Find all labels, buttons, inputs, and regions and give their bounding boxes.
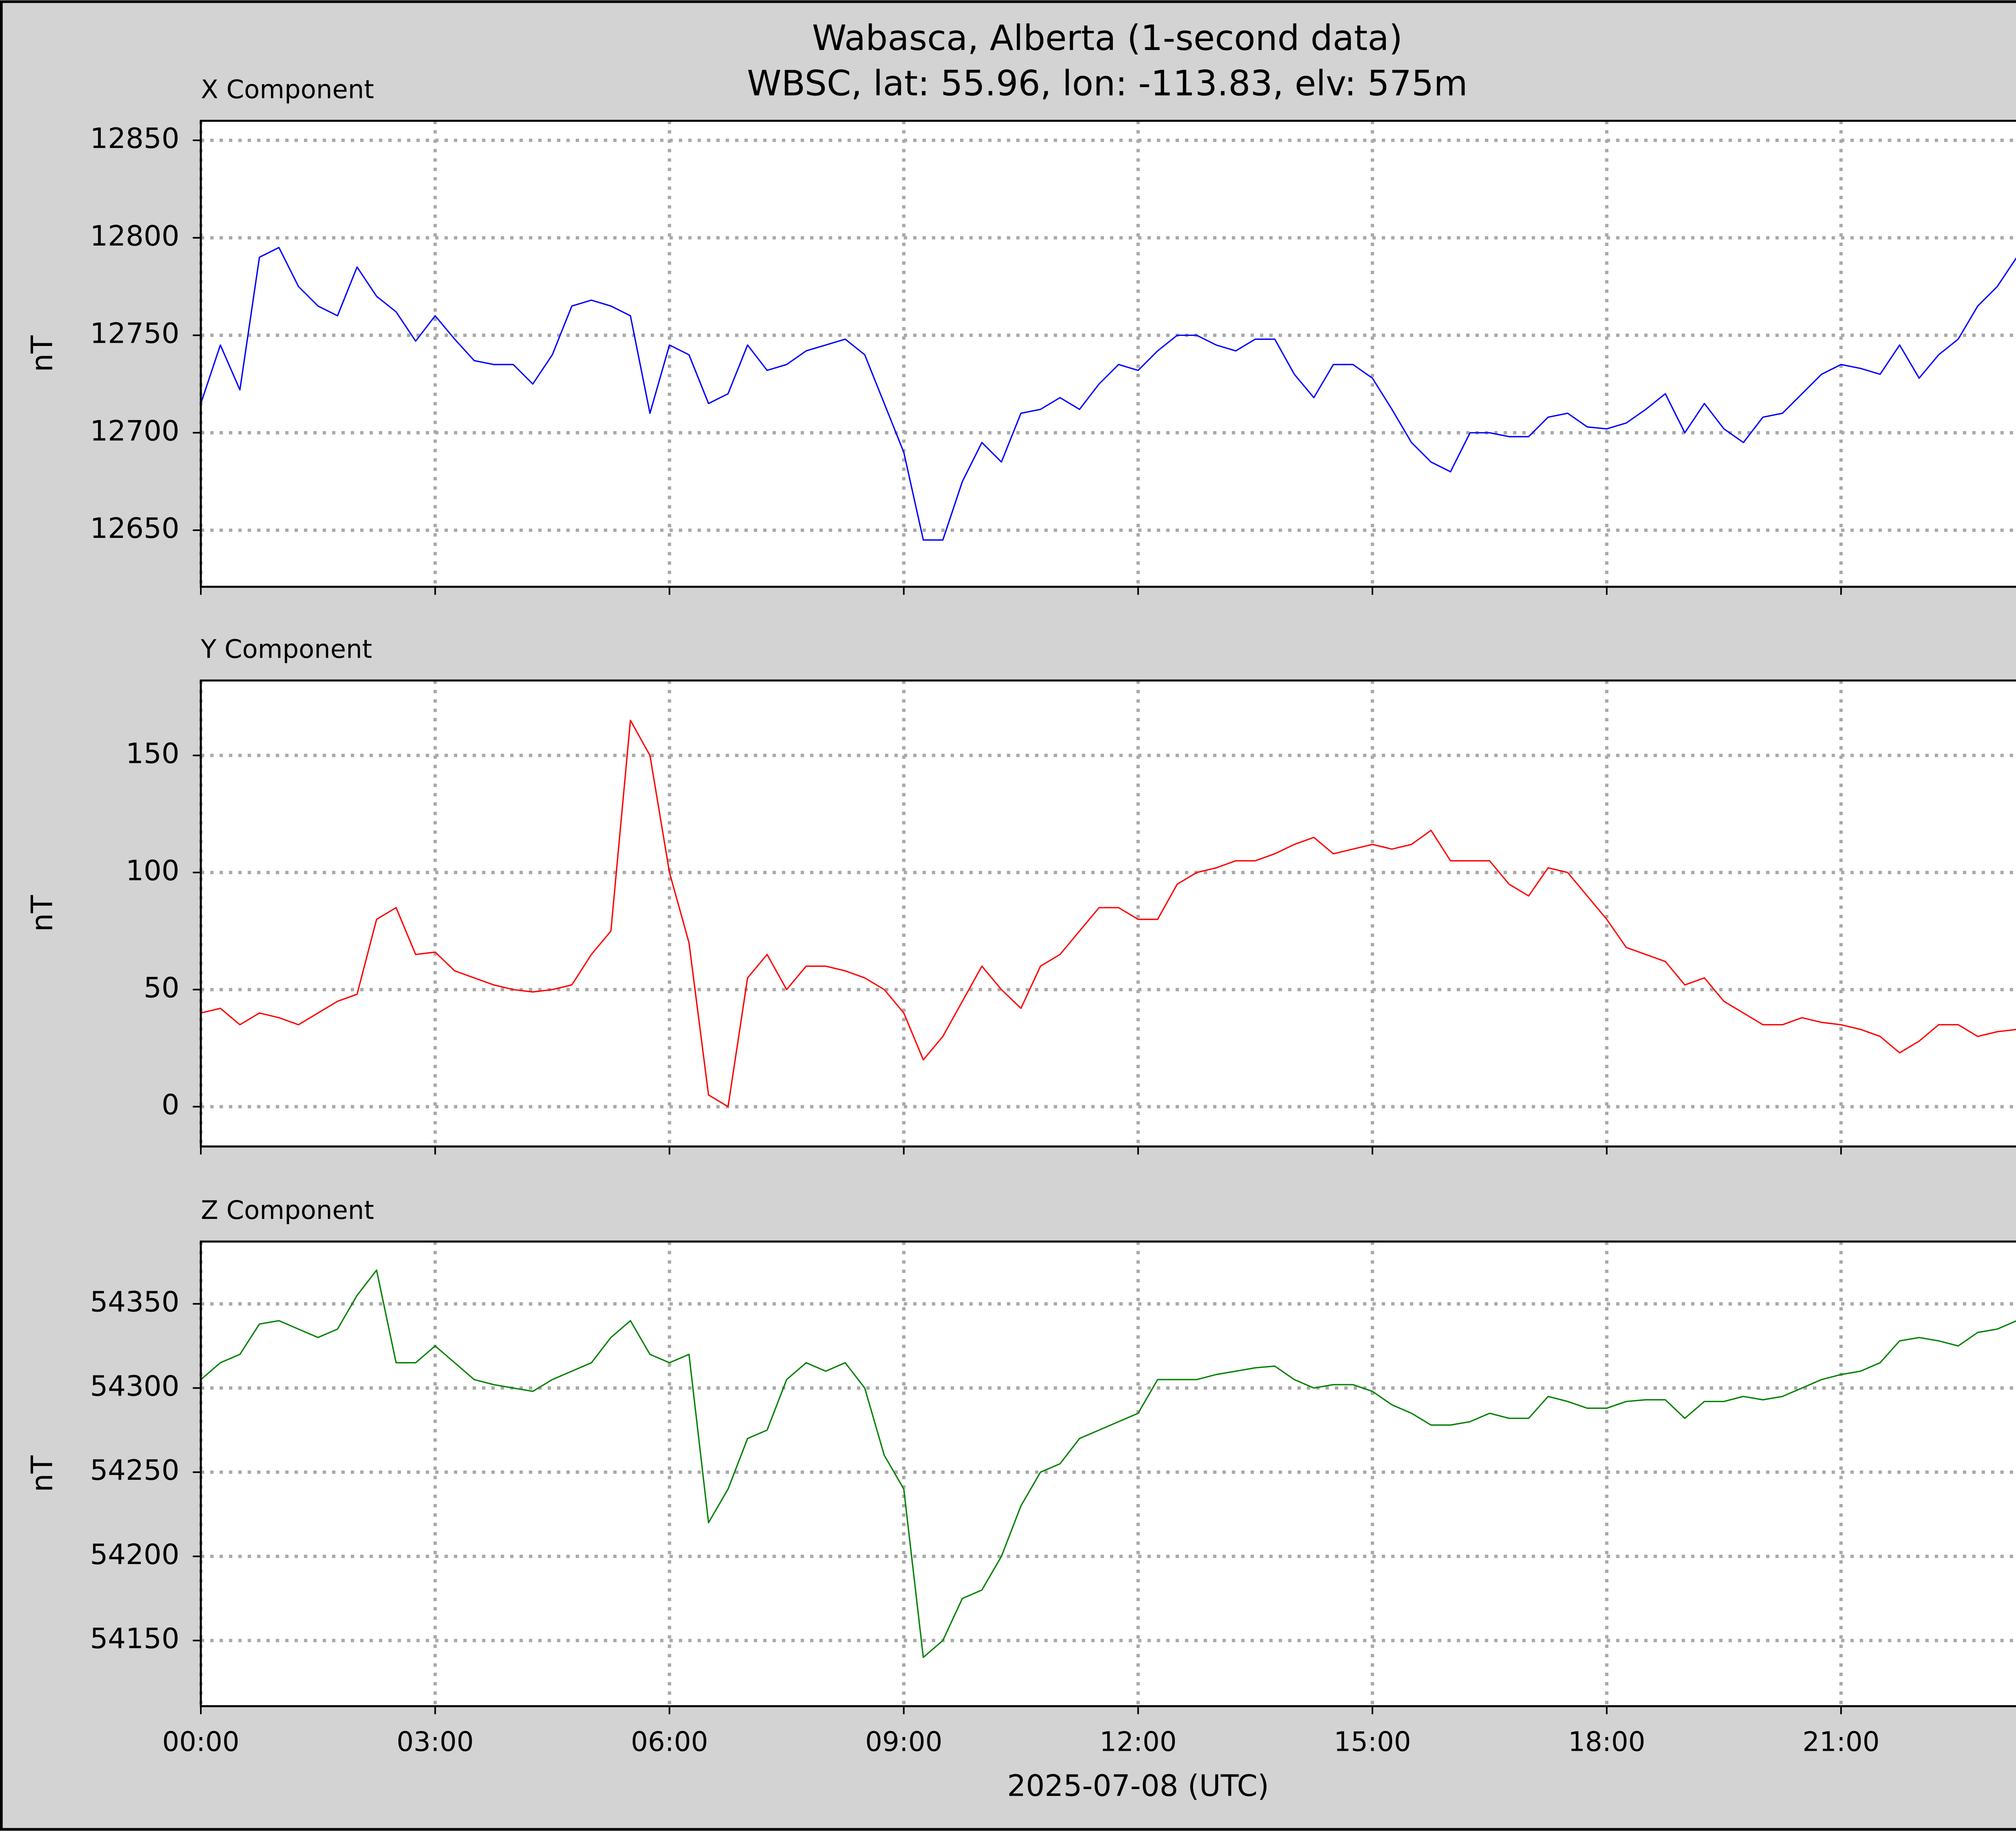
panel-title: X Component xyxy=(201,75,374,104)
y-tick-label: 12850 xyxy=(90,122,179,155)
y-tick-label: 0 xyxy=(162,1089,179,1121)
plot-area xyxy=(201,1241,2016,1706)
panel-title: Z Component xyxy=(201,1195,374,1225)
y-tick-label: 54250 xyxy=(90,1454,179,1487)
y-tick-label: 54300 xyxy=(90,1370,179,1402)
y-axis-label: nT xyxy=(25,895,60,932)
x-tick-label: 18:00 xyxy=(1568,1726,1645,1757)
plot-area xyxy=(201,121,2016,587)
y-tick-label: 150 xyxy=(126,737,179,770)
figure-title: Wabasca, Alberta (1-second data) xyxy=(812,18,1403,58)
x-tick-label: 03:00 xyxy=(397,1726,474,1757)
y-tick-label: 54150 xyxy=(90,1623,179,1655)
panel-title: Y Component xyxy=(200,634,372,664)
x-tick-label: 12:00 xyxy=(1100,1726,1177,1757)
x-tick-label: 15:00 xyxy=(1334,1726,1411,1757)
x-axis-label: 2025-07-08 (UTC) xyxy=(1007,1769,1269,1803)
figure-subtitle: WBSC, lat: 55.96, lon: -113.83, elv: 575… xyxy=(747,64,1468,104)
x-tick-label: 09:00 xyxy=(865,1726,942,1757)
data-line xyxy=(200,1269,2016,1658)
x-tick-label: 00:00 xyxy=(162,1726,239,1757)
plot-frame xyxy=(200,1240,2016,1707)
y-tick-label: 12700 xyxy=(90,415,179,447)
y-axis-label: nT xyxy=(25,1455,60,1492)
y-axis-label: nT xyxy=(25,335,60,372)
y-tick-label: 50 xyxy=(144,971,179,1004)
y-tick-label: 12800 xyxy=(90,220,179,252)
y-tick-label: 54200 xyxy=(90,1538,179,1571)
data-line xyxy=(200,719,2016,1108)
x-tick-label: 06:00 xyxy=(631,1726,708,1757)
plot-frame xyxy=(200,120,2016,588)
plot-area xyxy=(201,680,2016,1147)
y-tick-label: 100 xyxy=(126,854,179,887)
y-tick-label: 12750 xyxy=(90,317,179,350)
x-tick-label: 21:00 xyxy=(1802,1726,1879,1757)
plot-frame xyxy=(200,679,2016,1148)
data-line xyxy=(200,247,2016,541)
y-tick-label: 12650 xyxy=(90,512,179,545)
y-tick-label: 54350 xyxy=(90,1286,179,1319)
